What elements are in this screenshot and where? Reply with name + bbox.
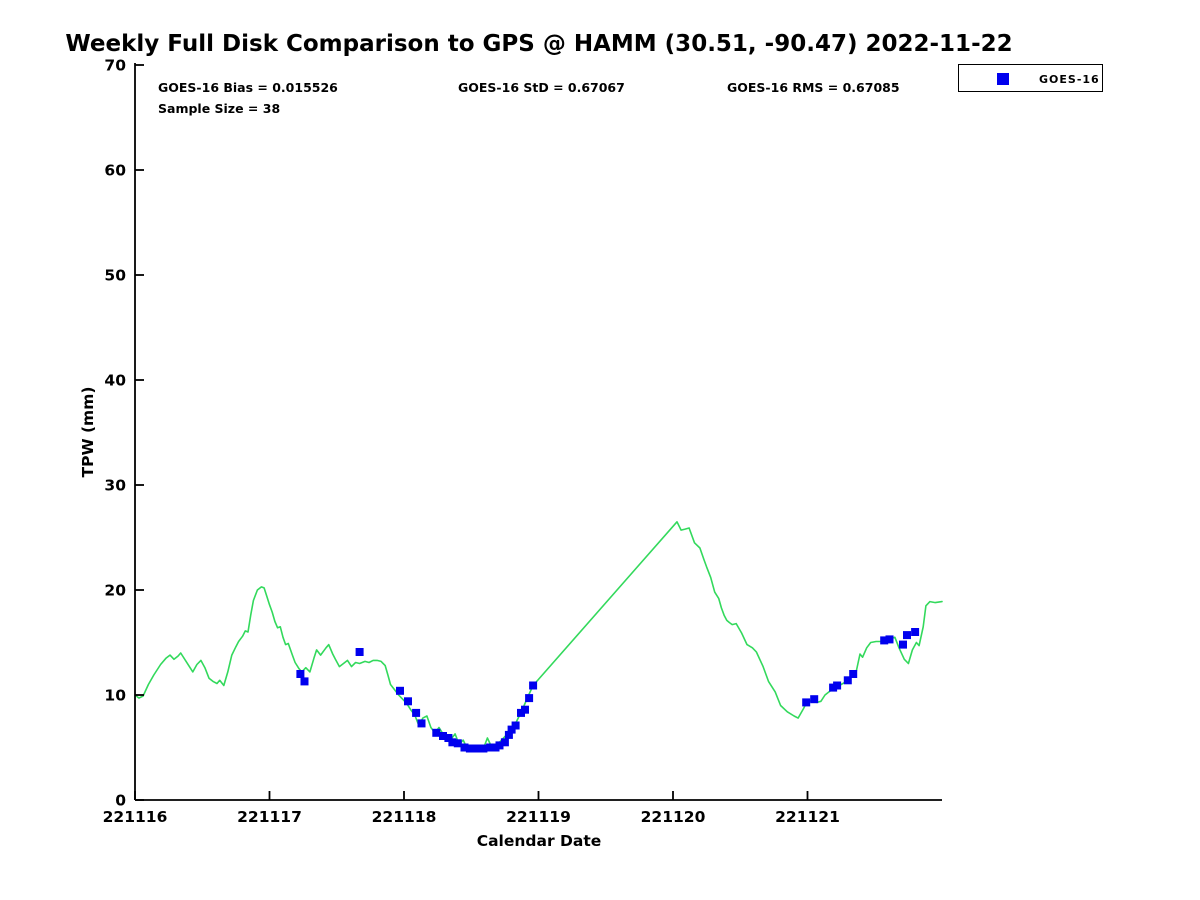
goes16-marker: [472, 744, 481, 753]
chart-title: Weekly Full Disk Comparison to GPS @ HAM…: [65, 31, 1013, 57]
y-tick-label-10: 10: [104, 687, 126, 705]
stat-sample-size: Sample Size = 38: [158, 101, 281, 116]
goes16-marker: [444, 734, 453, 742]
goes16-marker: [355, 648, 364, 656]
goes16-marker: [802, 698, 811, 707]
legend-goes16-marker-icon: [997, 73, 1009, 85]
y-tick-label-20: 20: [104, 582, 126, 600]
goes16-marker: [412, 708, 421, 717]
goes16-marker: [495, 741, 504, 750]
goes16-marker: [465, 744, 474, 753]
goes16-marker: [448, 738, 457, 747]
goes16-marker: [507, 725, 516, 734]
x-tick-label-221118: 221118: [372, 808, 437, 826]
goes16-marker: [404, 697, 412, 706]
y-tick-label-0: 0: [115, 792, 126, 810]
goes16-marker: [849, 670, 858, 678]
goes16-marker: [486, 743, 495, 752]
gps-line: [134, 520, 943, 751]
goes16-marker: [911, 628, 920, 636]
goes16-marker: [432, 728, 441, 737]
x-axis-title: Calendar Date: [476, 832, 602, 850]
goes16-marker: [880, 636, 889, 645]
goes16-marker: [460, 743, 469, 752]
goes16-marker: [885, 635, 894, 644]
stat-bias: GOES-16 Bias = 0.015526: [158, 80, 338, 95]
goes16-marker: [300, 677, 309, 686]
y-tick-label-60: 60: [104, 162, 126, 180]
y-tick-label-40: 40: [104, 372, 126, 390]
x-tick-label-221116: 221116: [103, 808, 168, 826]
goes16-marker: [504, 730, 513, 739]
goes16-marker: [525, 694, 534, 703]
goes16-marker: [833, 681, 842, 690]
goes16-marker: [439, 732, 447, 740]
goes16-marker: [479, 744, 488, 753]
goes16-marker: [453, 739, 462, 748]
goes16-marker: [899, 640, 907, 649]
goes16-marker: [396, 686, 404, 695]
x-tick-label-221120: 221120: [641, 808, 706, 826]
goes16-marker: [296, 670, 305, 678]
legend-box: GOES-16: [958, 64, 1103, 92]
goes16-marker: [500, 738, 509, 747]
stat-std: GOES-16 StD = 0.67067: [458, 80, 625, 95]
legend-goes16-label: GOES-16: [1039, 73, 1100, 86]
goes16-marker: [843, 676, 852, 685]
goes16-marker: [903, 631, 911, 640]
goes16-marker: [511, 721, 520, 730]
x-tick-label-221121: 221121: [775, 808, 840, 826]
goes16-marker: [529, 681, 538, 690]
y-tick-label-50: 50: [104, 267, 126, 285]
goes16-marker: [417, 719, 426, 728]
x-tick-label-221117: 221117: [237, 808, 302, 826]
stat-rms: GOES-16 RMS = 0.67085: [727, 80, 900, 95]
y-tick-label-30: 30: [104, 477, 126, 495]
x-tick-label-221119: 221119: [506, 808, 571, 826]
goes16-marker: [810, 695, 819, 704]
y-tick-label-70: 70: [104, 57, 126, 75]
goes16-marker: [521, 705, 529, 714]
